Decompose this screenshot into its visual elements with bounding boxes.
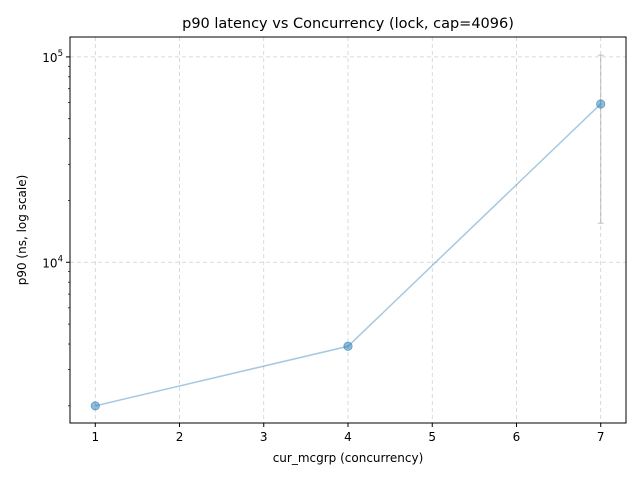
x-tick-label: 7: [597, 430, 605, 444]
x-tick-label: 4: [344, 430, 352, 444]
x-tick-label: 2: [176, 430, 184, 444]
tick-layer: 1 2 3 4 5 6 7 104 105: [42, 49, 604, 444]
x-tick-label: 1: [91, 430, 99, 444]
y-tick-label: 104: [42, 254, 63, 270]
y-axis-label: p90 (ns, log scale): [15, 175, 29, 286]
series-layer: [90, 54, 606, 411]
x-axis-label: cur_mcgrp (concurrency): [273, 451, 424, 465]
x-tick-label: 6: [513, 430, 521, 444]
grid-layer: [70, 37, 626, 423]
y-tick-label: 105: [42, 49, 63, 65]
x-tick-label: 3: [260, 430, 268, 444]
chart-title: p90 latency vs Concurrency (lock, cap=40…: [182, 16, 514, 32]
data-point: [596, 99, 606, 109]
data-point: [343, 341, 353, 351]
x-tick-label: 5: [428, 430, 436, 444]
data-point: [90, 401, 100, 411]
